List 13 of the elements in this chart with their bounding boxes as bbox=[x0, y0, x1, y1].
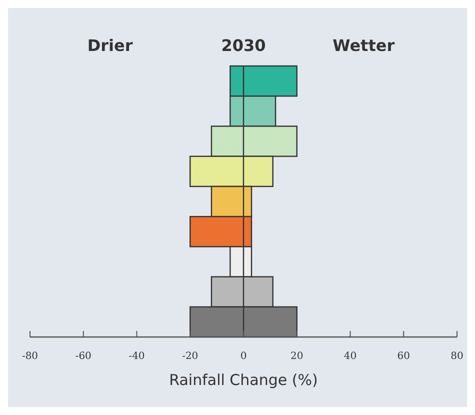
text: Drier bbox=[87, 36, 133, 55]
x-tick-label: -60 bbox=[75, 351, 92, 362]
x-tick-label: 20 bbox=[290, 351, 304, 362]
x-tick-label: -20 bbox=[182, 351, 198, 362]
x-tick-label: 80 bbox=[450, 351, 464, 362]
chart-title: 2030 bbox=[221, 36, 266, 55]
x-tick-label: -40 bbox=[128, 351, 145, 362]
x-tick-label: 40 bbox=[344, 351, 357, 362]
x-tick-label: 60 bbox=[397, 351, 410, 362]
x-tick-label: -80 bbox=[22, 351, 38, 362]
x-tick-label: 0 bbox=[240, 351, 247, 362]
x-axis-title: Rainfall Change (%) bbox=[169, 371, 318, 389]
text: Wetter bbox=[332, 36, 395, 55]
